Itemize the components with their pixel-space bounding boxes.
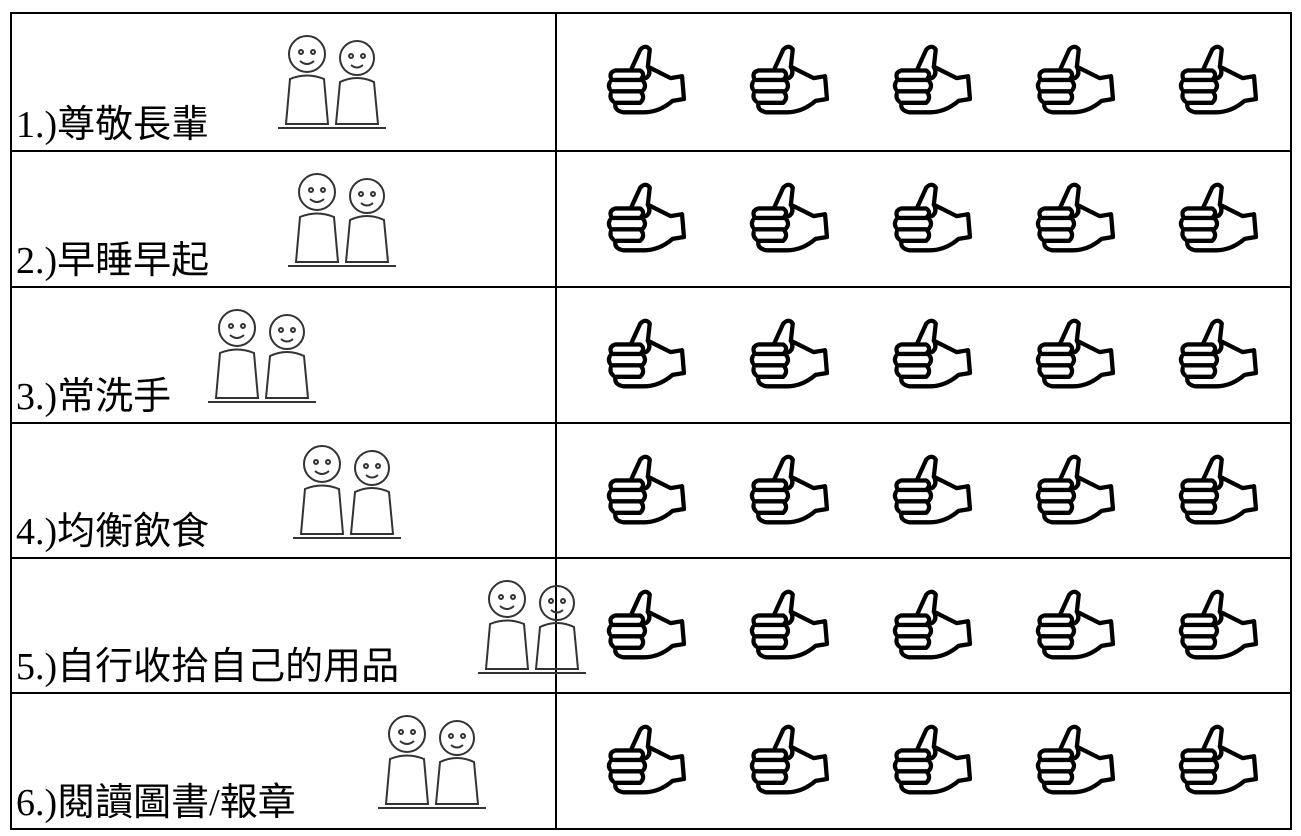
thumbs-row [557, 424, 1290, 559]
thumb-cell [555, 150, 1292, 288]
clipart-lines [288, 173, 396, 267]
thumbs-up-icon [895, 592, 970, 658]
thumbs-up-icon [1181, 727, 1256, 793]
row-label: 5.)自行收拾自己的用品 [16, 646, 400, 688]
clipart [378, 715, 486, 809]
thumbs-up-icon [609, 592, 684, 658]
thumbs-up-icon [752, 47, 827, 113]
table-row: 1.)尊敬長輩 [10, 12, 1292, 152]
clipart-lines [278, 35, 386, 129]
row-label: 6.)閱讀圖書/報章 [16, 782, 296, 824]
thumbs-up-icon [1181, 592, 1256, 658]
thumbs-up-icon [609, 185, 684, 251]
thumbs-up-icon [1038, 727, 1113, 793]
clipart [288, 173, 396, 267]
thumbs-up-icon [609, 727, 684, 793]
thumbs-up-icon [895, 47, 970, 113]
row-label: 4.)均衡飲食 [16, 511, 210, 553]
clipart [278, 35, 386, 129]
thumbs-up-icon [1038, 47, 1113, 113]
thumbs-up-icon [752, 727, 827, 793]
rating-table: 1.)尊敬長輩 2.)早睡早起 3.)常洗手 4.)均衡飲食 5.)自行收拾自己的用品 6… [10, 12, 1292, 830]
thumb-cell [555, 286, 1292, 424]
clipart-lines [293, 445, 401, 539]
thumbs-up-icon [609, 321, 684, 387]
thumbs-up-icon [609, 47, 684, 113]
thumb-cell [555, 12, 1292, 152]
thumbs-up-icon [1038, 592, 1113, 658]
thumbs-row [557, 694, 1290, 830]
thumbs-up-icon [1038, 457, 1113, 523]
thumbs-row [557, 559, 1290, 694]
row-label: 1.)尊敬長輩 [16, 104, 210, 146]
thumbs-up-icon [895, 457, 970, 523]
thumbs-up-icon [1181, 321, 1256, 387]
thumbs-row [557, 14, 1290, 152]
clipart [293, 445, 401, 539]
clipart-lines [378, 715, 486, 809]
thumb-cell [555, 422, 1292, 559]
table-row: 4.)均衡飲食 [10, 422, 1292, 559]
thumbs-up-icon [1181, 457, 1256, 523]
label-cell: 2.)早睡早起 [10, 150, 557, 288]
thumbs-up-icon [752, 592, 827, 658]
row-label: 2.)早睡早起 [16, 240, 210, 282]
thumbs-up-icon [1038, 321, 1113, 387]
thumbs-up-icon [895, 185, 970, 251]
thumb-cell [555, 557, 1292, 694]
table-row: 3.)常洗手 [10, 286, 1292, 424]
thumbs-up-icon [1181, 47, 1256, 113]
row-label: 3.)常洗手 [16, 376, 172, 418]
thumbs-up-icon [609, 457, 684, 523]
label-cell: 4.)均衡飲食 [10, 422, 557, 559]
label-cell: 6.)閱讀圖書/報章 [10, 692, 557, 830]
table-row: 5.)自行收拾自己的用品 [10, 557, 1292, 694]
thumbs-up-icon [895, 727, 970, 793]
thumbs-up-icon [752, 185, 827, 251]
clipart-lines [208, 309, 316, 403]
label-cell: 1.)尊敬長輩 [10, 12, 557, 152]
thumb-cell [555, 692, 1292, 830]
thumbs-row [557, 152, 1290, 288]
thumbs-row [557, 288, 1290, 424]
thumbs-up-icon [752, 321, 827, 387]
thumbs-up-icon [752, 457, 827, 523]
thumbs-up-icon [1181, 185, 1256, 251]
thumbs-up-icon [1038, 185, 1113, 251]
thumbs-up-icon [895, 321, 970, 387]
table-row: 6.)閱讀圖書/報章 [10, 692, 1292, 830]
clipart [208, 309, 316, 403]
table-row: 2.)早睡早起 [10, 150, 1292, 288]
label-cell: 5.)自行收拾自己的用品 [10, 557, 586, 694]
label-cell: 3.)常洗手 [10, 286, 557, 424]
